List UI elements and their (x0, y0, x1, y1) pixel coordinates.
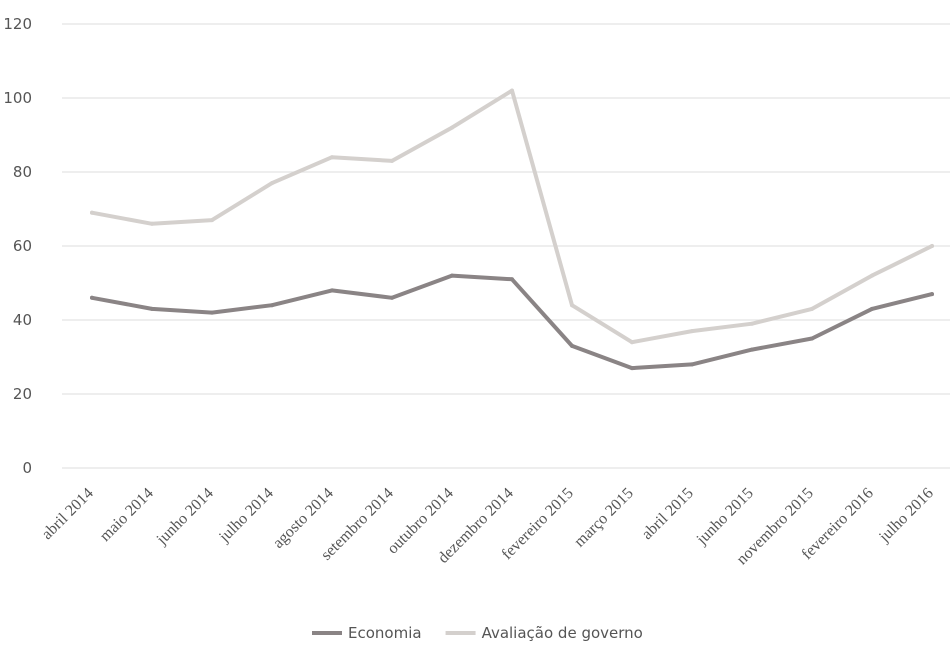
x-tick-label: abril 2015 (639, 485, 697, 543)
data-point-economia (750, 347, 754, 352)
data-point-economia (90, 295, 94, 300)
data-point-avaliacao-de-governo (210, 218, 214, 223)
data-point-avaliacao-de-governo (270, 181, 274, 186)
x-tick-label: junho 2014 (153, 485, 217, 549)
y-tick-label: 20 (13, 385, 32, 403)
legend-label-economia: Economia (348, 624, 422, 642)
data-point-economia (870, 306, 874, 311)
x-tick-label: julho 2016 (875, 485, 936, 546)
y-tick-label: 60 (13, 237, 32, 255)
data-point-economia (330, 288, 334, 293)
data-point-avaliacao-de-governo (690, 329, 694, 334)
data-point-economia (390, 295, 394, 300)
x-tick-label: junho 2015 (693, 485, 757, 549)
y-tick-label: 100 (3, 89, 32, 107)
x-tick-label: abril 2014 (39, 485, 97, 543)
data-point-avaliacao-de-governo (630, 340, 634, 345)
data-point-avaliacao-de-governo (870, 273, 874, 278)
data-point-avaliacao-de-governo (810, 306, 814, 311)
data-point-avaliacao-de-governo (510, 88, 514, 93)
data-point-avaliacao-de-governo (450, 125, 454, 130)
y-tick-label: 0 (22, 459, 32, 477)
legend: Economia Avaliação de governo (312, 624, 643, 642)
data-point-economia (210, 310, 214, 315)
data-point-avaliacao-de-governo (570, 303, 574, 308)
series-line-avaliacao-de-governo (90, 88, 934, 345)
legend-label-avaliacao-de-governo: Avaliação de governo (482, 624, 643, 642)
data-point-avaliacao-de-governo (390, 158, 394, 163)
data-point-economia (690, 362, 694, 367)
series-lines (90, 88, 934, 371)
series-line-economia (90, 273, 934, 371)
gridlines (62, 23, 950, 469)
data-point-economia (930, 292, 934, 297)
data-point-avaliacao-de-governo (930, 244, 934, 248)
data-point-economia (810, 336, 814, 341)
data-point-avaliacao-de-governo (330, 155, 334, 160)
x-tick-label: julho 2014 (215, 485, 276, 546)
y-tick-label: 40 (13, 311, 32, 329)
data-point-avaliacao-de-governo (150, 221, 154, 226)
y-axis-tick-labels: 0 20 40 60 80 100 120 (3, 15, 32, 477)
data-point-economia (570, 343, 574, 348)
data-point-economia (150, 306, 154, 311)
data-point-avaliacao-de-governo (750, 321, 754, 326)
x-tick-label: março 2015 (571, 485, 637, 551)
data-point-economia (510, 277, 514, 282)
data-point-economia (450, 273, 454, 278)
y-tick-label: 80 (13, 163, 32, 181)
x-tick-label: maio 2014 (97, 485, 157, 545)
y-tick-label: 120 (3, 15, 32, 33)
data-point-economia (270, 303, 274, 308)
data-point-economia (630, 366, 634, 371)
data-point-avaliacao-de-governo (90, 210, 94, 215)
